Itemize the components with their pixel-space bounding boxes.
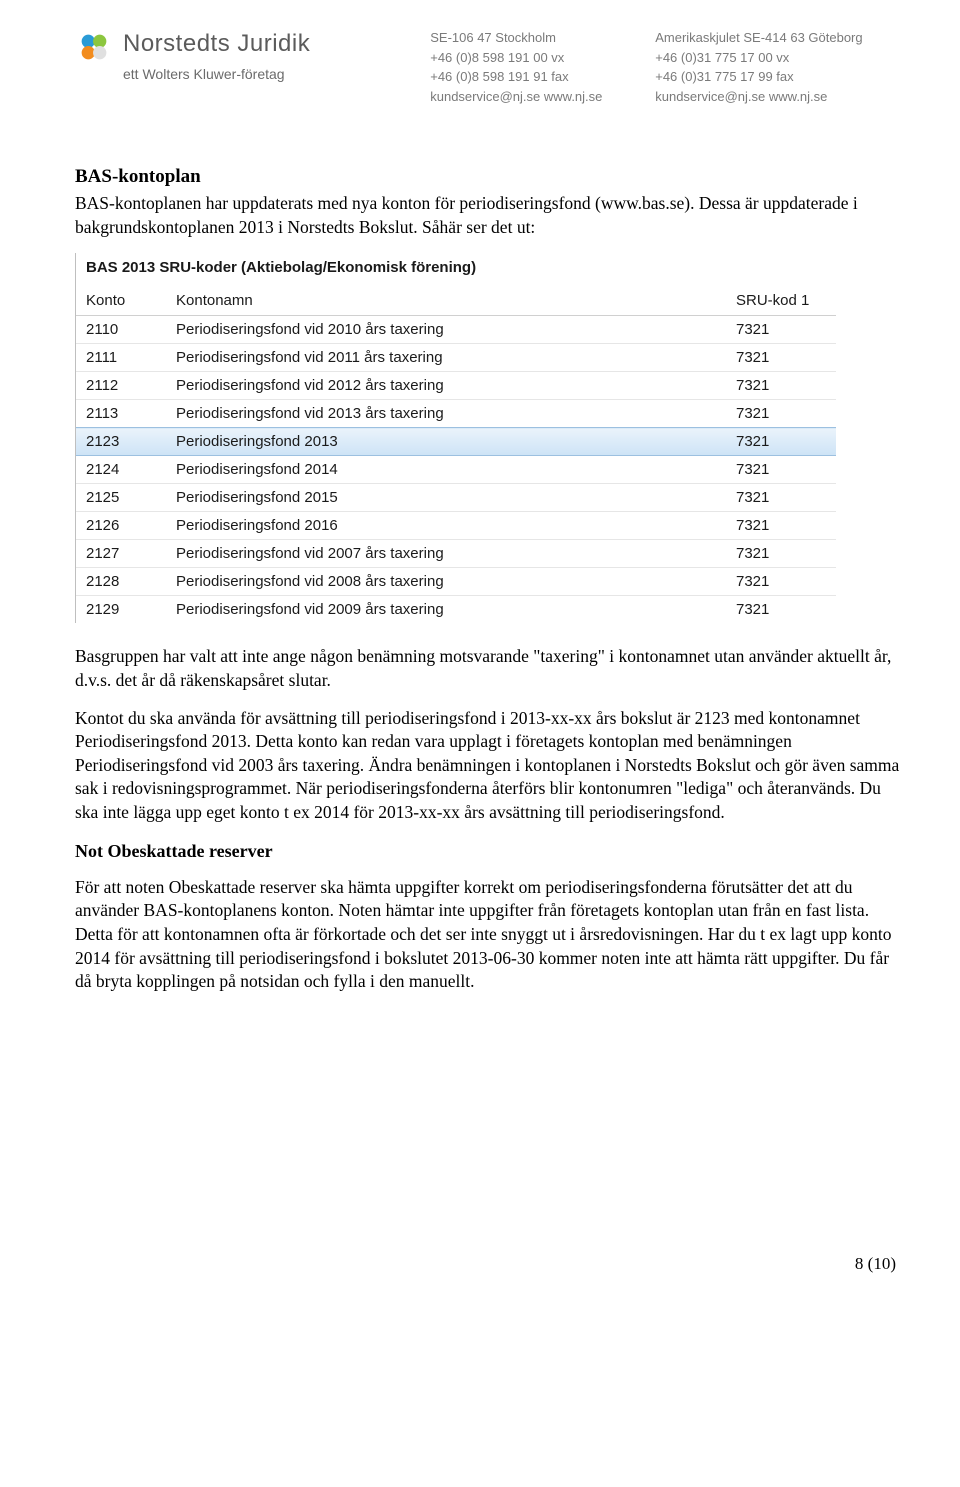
table-row: 2110Periodiseringsfond vid 2010 års taxe… (76, 316, 836, 344)
paragraph: Kontot du ska använda för avsättning til… (75, 707, 900, 825)
brand-logo-icon (75, 28, 113, 66)
table-row: 2123Periodiseringsfond 20137321 (76, 428, 836, 456)
section-heading: BAS-kontoplan (75, 166, 900, 188)
address-line: SE-106 47 Stockholm (430, 28, 625, 48)
table-row: 2124Periodiseringsfond 20147321 (76, 456, 836, 484)
table-row: 2113Periodiseringsfond vid 2013 års taxe… (76, 400, 836, 428)
table-row: 2111Periodiseringsfond vid 2011 års taxe… (76, 344, 836, 372)
cell-namn: Periodiseringsfond vid 2007 års taxering (166, 540, 716, 568)
cell-kod: 7321 (716, 568, 836, 596)
cell-kod: 7321 (716, 400, 836, 428)
cell-kod: 7321 (716, 316, 836, 344)
subheading: Not Obeskattade reserver (75, 841, 900, 862)
cell-kod: 7321 (716, 372, 836, 400)
paragraph: BAS-kontoplanen har uppdaterats med nya … (75, 192, 900, 239)
table-row: 2127Periodiseringsfond vid 2007 års taxe… (76, 540, 836, 568)
cell-namn: Periodiseringsfond vid 2011 års taxering (166, 344, 716, 372)
cell-namn: Periodiseringsfond vid 2008 års taxering (166, 568, 716, 596)
cell-konto: 2126 (76, 512, 166, 540)
address-line: +46 (0)8 598 191 91 fax (430, 67, 625, 87)
cell-konto: 2123 (76, 428, 166, 456)
cell-konto: 2111 (76, 344, 166, 372)
cell-namn: Periodiseringsfond vid 2009 års taxering (166, 596, 716, 624)
letterhead: Norstedts Juridik ett Wolters Kluwer-för… (75, 28, 900, 106)
col-header-kod: SRU-kod 1 (716, 286, 836, 316)
sru-table: BAS 2013 SRU-koder (Aktiebolag/Ekonomisk… (75, 253, 900, 623)
brand-name: Norstedts Juridik (123, 26, 310, 62)
cell-namn: Periodiseringsfond 2015 (166, 484, 716, 512)
cell-kod: 7321 (716, 456, 836, 484)
cell-konto: 2112 (76, 372, 166, 400)
cell-kod: 7321 (716, 540, 836, 568)
cell-namn: Periodiseringsfond vid 2010 års taxering (166, 316, 716, 344)
address-line: +46 (0)31 775 17 00 vx (655, 48, 862, 68)
col-header-konto: Konto (76, 286, 166, 316)
address-line: Amerikaskjulet SE-414 63 Göteborg (655, 28, 862, 48)
cell-konto: 2124 (76, 456, 166, 484)
cell-konto: 2125 (76, 484, 166, 512)
cell-kod: 7321 (716, 484, 836, 512)
cell-kod: 7321 (716, 596, 836, 624)
cell-konto: 2127 (76, 540, 166, 568)
cell-namn: Periodiseringsfond vid 2013 års taxering (166, 400, 716, 428)
cell-konto: 2128 (76, 568, 166, 596)
cell-konto: 2110 (76, 316, 166, 344)
table-title: BAS 2013 SRU-koder (Aktiebolag/Ekonomisk… (76, 253, 900, 286)
cell-namn: Periodiseringsfond 2014 (166, 456, 716, 484)
cell-konto: 2113 (76, 400, 166, 428)
table-row: 2125Periodiseringsfond 20157321 (76, 484, 836, 512)
table-row: 2128Periodiseringsfond vid 2008 års taxe… (76, 568, 836, 596)
cell-namn: Periodiseringsfond 2013 (166, 428, 716, 456)
address-line: +46 (0)8 598 191 00 vx (430, 48, 625, 68)
cell-namn: Periodiseringsfond 2016 (166, 512, 716, 540)
brand-subtitle: ett Wolters Kluwer-företag (123, 64, 310, 85)
address-line: kundservice@nj.se www.nj.se (430, 87, 625, 107)
address-line: +46 (0)31 775 17 99 fax (655, 67, 862, 87)
cell-namn: Periodiseringsfond vid 2012 års taxering (166, 372, 716, 400)
table-row: 2112Periodiseringsfond vid 2012 års taxe… (76, 372, 836, 400)
col-header-namn: Kontonamn (166, 286, 716, 316)
cell-kod: 7321 (716, 512, 836, 540)
table-row: 2126Periodiseringsfond 20167321 (76, 512, 836, 540)
address-column-2: Amerikaskjulet SE-414 63 Göteborg +46 (0… (655, 28, 862, 106)
table-row: 2129Periodiseringsfond vid 2009 års taxe… (76, 596, 836, 624)
address-column-1: SE-106 47 Stockholm +46 (0)8 598 191 00 … (430, 28, 625, 106)
page-number: 8 (10) (75, 1254, 900, 1274)
paragraph: Basgruppen har valt att inte ange någon … (75, 645, 900, 692)
brand-block: Norstedts Juridik ett Wolters Kluwer-för… (75, 28, 310, 85)
cell-konto: 2129 (76, 596, 166, 624)
address-line: kundservice@nj.se www.nj.se (655, 87, 862, 107)
paragraph: För att noten Obeskattade reserver ska h… (75, 876, 900, 994)
cell-kod: 7321 (716, 428, 836, 456)
cell-kod: 7321 (716, 344, 836, 372)
